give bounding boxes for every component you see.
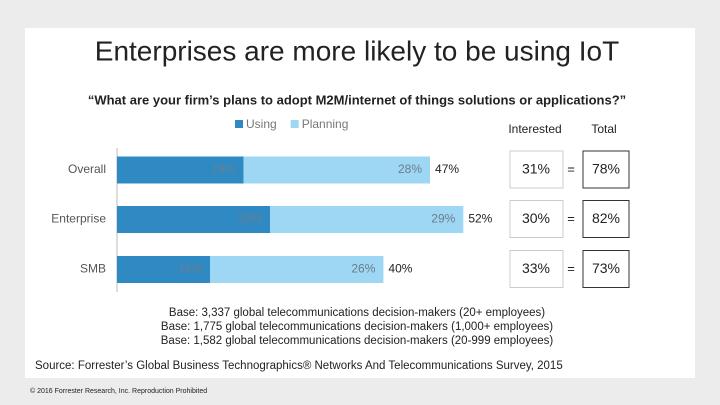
column-header: Total bbox=[591, 122, 616, 136]
total-label: 47% bbox=[435, 162, 459, 176]
category-label: SMB bbox=[80, 262, 106, 276]
legend-swatch bbox=[235, 120, 243, 128]
bar-segment bbox=[270, 206, 464, 233]
slide-title: Enterprises are more likely to be using … bbox=[95, 35, 619, 66]
source: Source: Forrester’s Global Business Tech… bbox=[35, 360, 563, 372]
footer: © 2016 Forrester Research, Inc. Reproduc… bbox=[30, 387, 207, 395]
interested-box bbox=[509, 200, 564, 238]
legend-label: Planning bbox=[302, 117, 349, 131]
category-label: Overall bbox=[68, 162, 106, 176]
total-box bbox=[582, 250, 630, 288]
data-label: 26% bbox=[351, 262, 375, 276]
subtitle: “What are your firm’s plans to adopt M2M… bbox=[88, 92, 626, 107]
data-label: 23% bbox=[238, 212, 262, 226]
data-label: 19% bbox=[212, 162, 236, 176]
total-value: 82% bbox=[592, 210, 620, 226]
bar-segment bbox=[117, 256, 211, 283]
legend-label: Using bbox=[246, 117, 277, 131]
equals-sign: = bbox=[567, 161, 575, 176]
total-label: 52% bbox=[468, 212, 492, 226]
total-label: 40% bbox=[388, 262, 412, 276]
total-box bbox=[582, 200, 630, 238]
total-value: 78% bbox=[592, 161, 620, 177]
total-value: 73% bbox=[592, 260, 620, 276]
data-label: 14% bbox=[178, 262, 202, 276]
interested-box bbox=[509, 250, 564, 288]
bar-segment bbox=[210, 256, 384, 283]
column-header: Interested bbox=[508, 122, 561, 136]
note: Base: 1,775 global telecommunications de… bbox=[161, 321, 553, 333]
total-box bbox=[582, 150, 630, 189]
bar-segment bbox=[117, 156, 244, 184]
equals-sign: = bbox=[567, 211, 575, 226]
interested-value: 30% bbox=[522, 210, 550, 226]
interested-value: 31% bbox=[522, 161, 550, 177]
bar-segment bbox=[117, 206, 271, 233]
legend-swatch bbox=[290, 120, 299, 128]
note: Base: 3,337 global telecommunications de… bbox=[169, 307, 545, 319]
interested-value: 33% bbox=[522, 260, 550, 276]
equals-sign: = bbox=[567, 261, 575, 276]
bar-segment bbox=[243, 156, 431, 184]
note: Base: 1,582 global telecommunications de… bbox=[161, 335, 554, 347]
interested-box bbox=[509, 150, 564, 189]
category-label: Enterprise bbox=[51, 212, 106, 226]
data-label: 28% bbox=[398, 162, 422, 176]
data-label: 29% bbox=[431, 212, 455, 226]
